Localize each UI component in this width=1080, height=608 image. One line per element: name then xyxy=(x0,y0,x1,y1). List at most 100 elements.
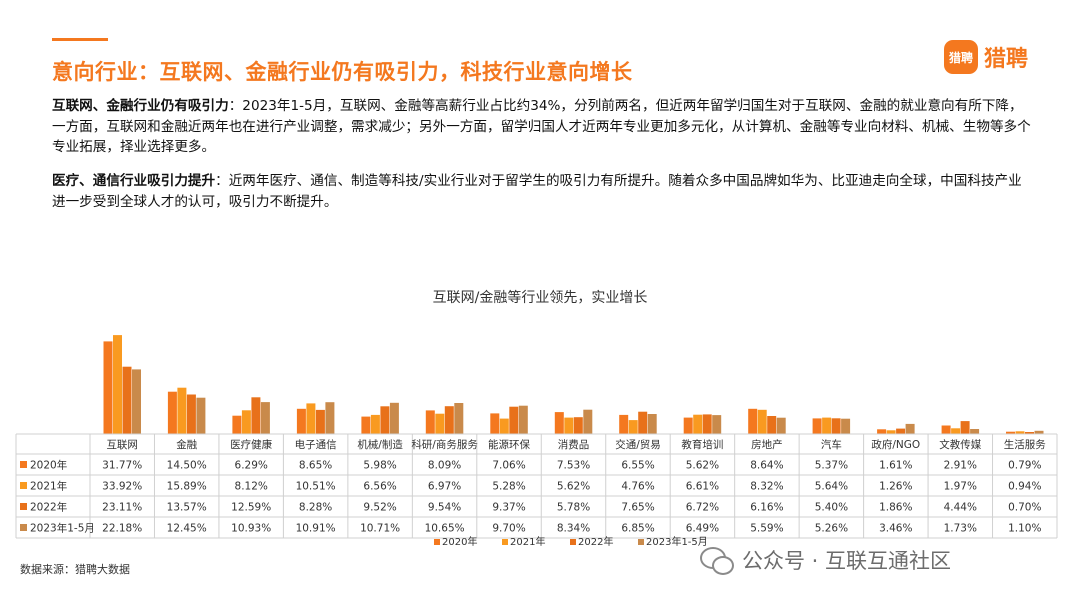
bar xyxy=(564,417,574,434)
table-series-name: 2021年 xyxy=(30,480,67,493)
data-label: 6.55% xyxy=(621,460,654,472)
x-tick-label: 文教传媒 xyxy=(939,438,981,451)
bar xyxy=(941,425,951,434)
bar xyxy=(970,429,980,434)
data-label: 7.53% xyxy=(557,460,590,472)
data-label: 6.97% xyxy=(428,481,461,493)
x-tick-label: 金融 xyxy=(176,438,197,451)
bar xyxy=(896,428,906,434)
data-label: 1.26% xyxy=(879,481,912,493)
data-label: 6.16% xyxy=(750,502,783,514)
data-label: 6.85% xyxy=(621,523,654,535)
bar xyxy=(812,418,822,434)
bar xyxy=(877,429,887,434)
data-label: 5.59% xyxy=(750,523,783,535)
legend-swatch xyxy=(570,539,576,545)
data-label: 7.65% xyxy=(621,502,654,514)
data-label: 4.76% xyxy=(621,481,654,493)
data-label: 6.56% xyxy=(363,481,396,493)
bar xyxy=(573,417,583,434)
table-series-name: 2020年 xyxy=(30,459,67,472)
legend-item: 2020年 xyxy=(442,535,477,548)
data-label: 5.62% xyxy=(557,481,590,493)
bar xyxy=(748,408,758,434)
x-tick-label: 互联网 xyxy=(106,439,138,451)
legend-swatch xyxy=(638,539,644,545)
data-label: 8.09% xyxy=(428,460,461,472)
data-label: 3.46% xyxy=(879,523,912,535)
bar xyxy=(683,417,693,434)
bar xyxy=(518,405,528,434)
x-tick-label: 电子通信 xyxy=(295,438,337,451)
bar xyxy=(638,411,648,434)
data-label: 6.29% xyxy=(235,460,268,472)
x-tick-label: 消费品 xyxy=(558,438,590,451)
bar xyxy=(241,410,251,434)
data-label: 23.11% xyxy=(102,502,142,514)
data-label: 5.64% xyxy=(815,481,848,493)
data-label: 9.70% xyxy=(492,523,525,535)
x-tick-label: 汽车 xyxy=(821,438,842,451)
data-label: 5.98% xyxy=(363,460,396,472)
bar xyxy=(583,409,593,434)
data-label: 1.73% xyxy=(944,523,977,535)
data-label: 5.40% xyxy=(815,502,848,514)
data-label: 2.91% xyxy=(944,460,977,472)
data-label: 9.52% xyxy=(363,502,396,514)
bar xyxy=(647,414,657,434)
chart-title: 互联网/金融等行业领先，实业增长 xyxy=(432,290,648,306)
bar xyxy=(167,391,177,434)
x-tick-label: 医疗健康 xyxy=(230,438,272,451)
data-label: 5.62% xyxy=(686,460,719,472)
legend-item: 2022年 xyxy=(578,535,613,548)
x-tick-label: 机械/制造 xyxy=(357,438,403,451)
data-label: 4.44% xyxy=(944,502,977,514)
data-label: 1.97% xyxy=(944,481,977,493)
bar xyxy=(767,416,777,434)
table-legend-swatch xyxy=(20,482,27,489)
bar xyxy=(509,406,519,434)
data-label: 6.72% xyxy=(686,502,719,514)
bar xyxy=(444,406,454,434)
table-series-name: 2022年 xyxy=(30,501,67,514)
data-label: 31.77% xyxy=(102,460,142,472)
wechat-icon xyxy=(700,545,734,575)
bar xyxy=(712,415,722,434)
bar xyxy=(1025,432,1034,434)
bar xyxy=(435,413,445,434)
bar xyxy=(628,420,638,434)
data-label: 8.64% xyxy=(750,460,783,472)
bar xyxy=(370,414,380,434)
bar xyxy=(554,412,564,434)
bar xyxy=(757,409,767,434)
paragraph-body: ：近两年医疗、通信、制造等科技/实业行业对于留学生的吸引力有所提升。随着众多中国… xyxy=(52,173,1022,210)
data-label: 8.12% xyxy=(235,481,268,493)
bar xyxy=(905,423,915,434)
bar xyxy=(296,408,306,434)
data-label: 5.28% xyxy=(492,481,525,493)
data-label: 6.49% xyxy=(686,523,719,535)
data-label: 6.61% xyxy=(686,481,719,493)
data-label: 10.91% xyxy=(296,523,336,535)
x-tick-label: 能源环保 xyxy=(488,438,530,451)
data-label: 1.61% xyxy=(879,460,912,472)
bar xyxy=(122,366,132,434)
data-label: 13.57% xyxy=(167,502,207,514)
data-label: 8.28% xyxy=(299,502,332,514)
data-label: 0.70% xyxy=(1008,502,1041,514)
table-series-name: 2023年1-5月 xyxy=(30,522,95,535)
bar xyxy=(196,397,206,434)
bar xyxy=(186,394,196,434)
bar xyxy=(306,403,316,434)
bar xyxy=(315,409,325,434)
bar xyxy=(389,402,399,434)
bar xyxy=(325,402,335,434)
bar xyxy=(113,335,122,434)
data-label: 8.65% xyxy=(299,460,332,472)
liepin-logo: 猎聘 猎聘 xyxy=(944,40,1028,74)
paragraph-medical-telecom: 医疗、通信行业吸引力提升：近两年医疗、通信、制造等科技/实业行业对于留学生的吸引… xyxy=(52,171,1032,212)
legend-item: 2021年 xyxy=(510,535,545,548)
x-tick-label: 教育培训 xyxy=(681,438,723,451)
data-label: 5.78% xyxy=(557,502,590,514)
